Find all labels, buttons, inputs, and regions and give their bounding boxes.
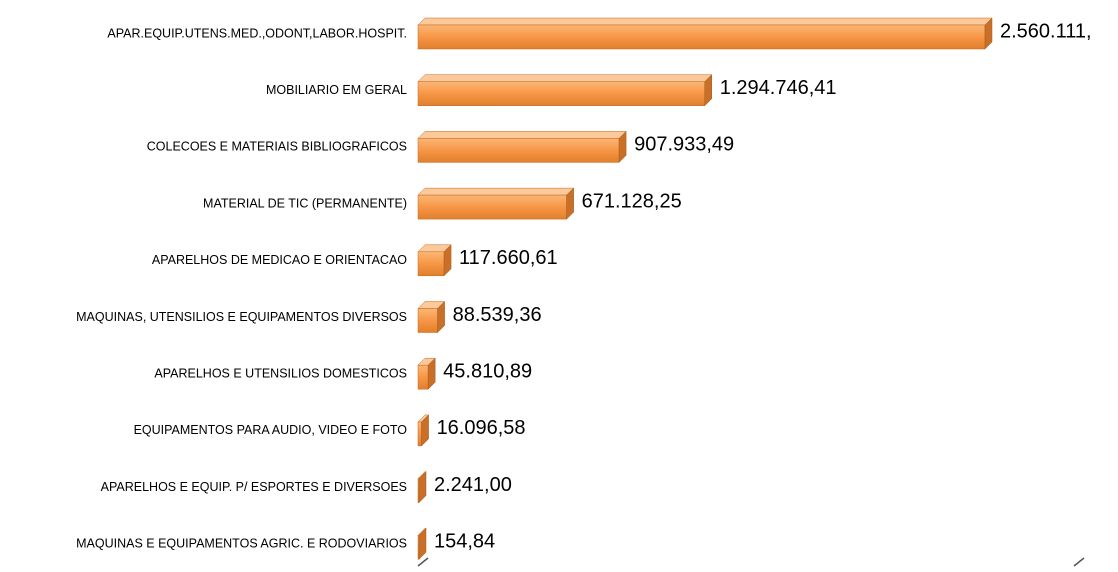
bar — [417, 244, 452, 277]
bar-side — [443, 244, 452, 277]
category-label: APARELHOS E UTENSILIOS DOMESTICOS — [154, 366, 407, 380]
bar — [417, 17, 993, 50]
value-label: 88.539,36 — [453, 304, 542, 326]
bar — [417, 527, 427, 560]
bar-front — [417, 251, 445, 277]
bar-front — [417, 364, 429, 390]
value-label: 1.294.746,41 — [720, 77, 837, 99]
bar-top — [417, 74, 713, 82]
bar-side — [418, 470, 427, 504]
bar — [417, 74, 713, 107]
bar-side — [566, 187, 574, 220]
category-label: MATERIAL DE TIC (PERMANENTE) — [203, 196, 407, 210]
value-label: 154,84 — [434, 531, 495, 553]
bar-side — [437, 300, 445, 334]
value-label: 16.096,58 — [437, 417, 526, 439]
bar — [417, 130, 627, 164]
value-label: 671.128,25 — [582, 190, 682, 212]
category-label: APAR.EQUIP.UTENS.MED.,ODONT,LABOR.HOSPIT… — [107, 26, 407, 40]
category-label: MOBILIARIO EM GERAL — [266, 83, 407, 97]
bar-side — [618, 130, 627, 164]
value-label: 45.810,89 — [443, 360, 532, 382]
bar-top — [417, 187, 575, 196]
axis-end — [1073, 557, 1085, 567]
bar — [417, 357, 436, 390]
bar-side — [984, 17, 993, 50]
bar-front — [417, 194, 567, 220]
value-label: 907.933,49 — [634, 134, 734, 156]
value-label: 2.560.111, — [1000, 20, 1092, 42]
category-label: MAQUINAS, UTENSILIOS E EQUIPAMENTOS DIVE… — [76, 310, 407, 324]
axis-end — [417, 557, 429, 567]
bar-front — [417, 24, 986, 50]
category-label: MAQUINAS E EQUIPAMENTOS AGRIC. E RODOVIA… — [76, 537, 407, 551]
bar-side — [704, 74, 713, 107]
category-label: APARELHOS E EQUIP. P/ ESPORTES E DIVERSO… — [101, 480, 407, 494]
bar-front — [417, 138, 620, 163]
bar-top — [417, 17, 993, 26]
bar — [417, 187, 575, 220]
category-label: COLECOES E MATERIAIS BIBLIOGRAFICOS — [147, 140, 407, 154]
bar-front — [417, 421, 422, 447]
bar-top — [417, 131, 627, 139]
bar-front — [417, 308, 438, 333]
bar-side — [421, 414, 429, 447]
category-label: APARELHOS DE MEDICAO E ORIENTACAO — [152, 253, 407, 267]
bar-front — [417, 81, 706, 106]
value-label: 117.660,61 — [459, 247, 558, 269]
bar-side — [427, 357, 436, 390]
bar-side — [418, 527, 427, 560]
category-label: EQUIPAMENTOS PARA AUDIO, VIDEO E FOTO — [134, 423, 408, 437]
bar — [417, 470, 427, 504]
bar — [417, 300, 446, 334]
value-label: 2.241,00 — [434, 474, 512, 496]
bar — [417, 414, 430, 447]
